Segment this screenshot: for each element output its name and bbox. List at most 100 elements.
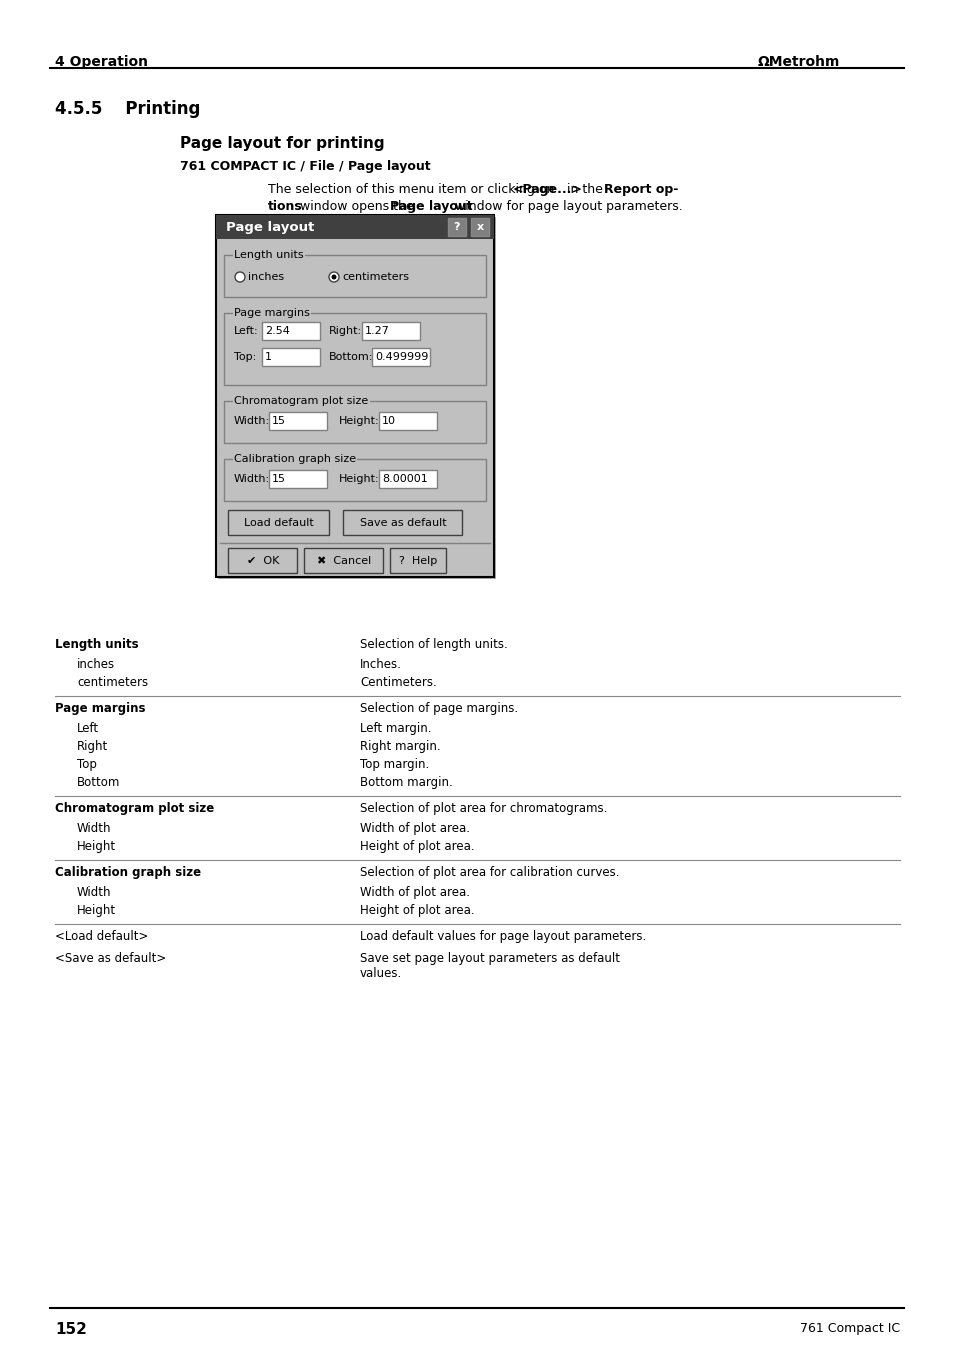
Text: Width: Width	[77, 821, 112, 835]
Text: Right:: Right:	[329, 326, 362, 336]
Text: Width of plot area.: Width of plot area.	[359, 821, 470, 835]
Bar	[215, 215, 494, 577]
Text: 15: 15	[272, 416, 286, 426]
Bar	[471, 218, 489, 236]
Text: 761 Compact IC: 761 Compact IC	[799, 1323, 899, 1335]
Text: Height of plot area.: Height of plot area.	[359, 840, 475, 852]
Text: ?: ?	[454, 222, 459, 232]
Text: <Save as default>: <Save as default>	[55, 952, 166, 965]
FancyBboxPatch shape	[229, 549, 297, 574]
Bar	[224, 255, 485, 297]
Text: Width: Width	[77, 886, 112, 898]
Text: Bottom: Bottom	[77, 775, 120, 789]
Bar	[361, 322, 419, 340]
Bar	[448, 218, 465, 236]
Bar	[224, 459, 485, 501]
Text: <Page...>: <Page...>	[512, 182, 581, 196]
FancyBboxPatch shape	[304, 549, 383, 574]
Text: Selection of plot area for calibration curves.: Selection of plot area for calibration c…	[359, 866, 618, 880]
Text: Save set page layout parameters as default
values.: Save set page layout parameters as defau…	[359, 952, 619, 979]
Text: 761 COMPACT IC / File / Page layout: 761 COMPACT IC / File / Page layout	[180, 159, 430, 173]
Text: Load default: Load default	[244, 517, 314, 528]
Text: centimeters: centimeters	[77, 676, 148, 689]
Bar	[378, 412, 436, 430]
Text: Height: Height	[77, 840, 116, 852]
Text: ✖  Cancel: ✖ Cancel	[316, 557, 371, 566]
Text: Width:: Width:	[233, 474, 270, 484]
Text: Chromatogram plot size: Chromatogram plot size	[233, 396, 368, 407]
Bar	[378, 470, 436, 488]
Text: 4 Operation: 4 Operation	[55, 55, 148, 69]
Text: Left margin.: Left margin.	[359, 721, 431, 735]
Text: Height:: Height:	[338, 416, 379, 426]
Text: 1.27: 1.27	[365, 326, 390, 336]
Bar	[262, 349, 319, 366]
Circle shape	[331, 274, 336, 280]
Text: inches: inches	[77, 658, 115, 671]
FancyBboxPatch shape	[343, 511, 462, 535]
FancyBboxPatch shape	[229, 511, 329, 535]
Text: Page layout: Page layout	[226, 220, 314, 234]
Bar	[269, 470, 327, 488]
Text: Selection of length units.: Selection of length units.	[359, 638, 507, 651]
Bar	[269, 412, 327, 430]
Text: Left: Left	[77, 721, 99, 735]
Text: Calibration graph size: Calibration graph size	[55, 866, 201, 880]
Text: ?  Help: ? Help	[399, 557, 437, 566]
Text: Page margins: Page margins	[55, 703, 146, 715]
Text: centimeters: centimeters	[341, 272, 409, 282]
Text: Save as default: Save as default	[359, 517, 446, 528]
Text: Centimeters.: Centimeters.	[359, 676, 436, 689]
Text: Calibration graph size: Calibration graph size	[233, 454, 355, 463]
Circle shape	[234, 272, 245, 282]
Text: 2.54: 2.54	[265, 326, 290, 336]
Text: window for page layout parameters.: window for page layout parameters.	[451, 200, 682, 213]
Circle shape	[329, 272, 338, 282]
Text: Width:: Width:	[233, 416, 270, 426]
Text: 1: 1	[265, 353, 272, 362]
Text: 8.00001: 8.00001	[381, 474, 427, 484]
Text: 0.499999: 0.499999	[375, 353, 428, 362]
Text: Load default values for page layout parameters.: Load default values for page layout para…	[359, 929, 645, 943]
Text: Height: Height	[77, 904, 116, 917]
Text: ΩMetrohm: ΩMetrohm	[757, 55, 840, 69]
Text: 4.5.5    Printing: 4.5.5 Printing	[55, 100, 200, 118]
Bar	[218, 218, 496, 580]
Text: Height of plot area.: Height of plot area.	[359, 904, 475, 917]
Text: Left:: Left:	[233, 326, 258, 336]
Text: Page layout for printing: Page layout for printing	[180, 136, 384, 151]
Text: Width of plot area.: Width of plot area.	[359, 886, 470, 898]
Text: 15: 15	[272, 474, 286, 484]
Text: Selection of plot area for chromatograms.: Selection of plot area for chromatograms…	[359, 802, 607, 815]
Text: Top: Top	[77, 758, 97, 771]
Text: Bottom:: Bottom:	[329, 353, 373, 362]
Text: Inches.: Inches.	[359, 658, 401, 671]
Text: Right margin.: Right margin.	[359, 740, 440, 753]
Text: ✔  OK: ✔ OK	[247, 557, 279, 566]
Text: Length units: Length units	[55, 638, 138, 651]
Text: Bottom margin.: Bottom margin.	[359, 775, 453, 789]
Text: Chromatogram plot size: Chromatogram plot size	[55, 802, 214, 815]
Text: Selection of page margins.: Selection of page margins.	[359, 703, 517, 715]
Text: Top:: Top:	[233, 353, 256, 362]
Text: window opens the: window opens the	[295, 200, 417, 213]
FancyBboxPatch shape	[390, 549, 446, 574]
Text: Right: Right	[77, 740, 108, 753]
Text: x: x	[476, 222, 483, 232]
Bar	[224, 401, 485, 443]
Text: 10: 10	[381, 416, 395, 426]
Text: Length units: Length units	[233, 250, 303, 259]
Bar	[215, 215, 494, 239]
Bar	[372, 349, 430, 366]
Text: Page margins: Page margins	[233, 308, 310, 317]
Bar	[262, 322, 319, 340]
Text: Top margin.: Top margin.	[359, 758, 429, 771]
Bar	[224, 313, 485, 385]
Text: Report op-: Report op-	[604, 182, 679, 196]
Text: 152: 152	[55, 1323, 87, 1337]
Text: tions: tions	[268, 200, 302, 213]
Text: The selection of this menu item or clicking on: The selection of this menu item or click…	[268, 182, 558, 196]
Text: Height:: Height:	[338, 474, 379, 484]
Text: in the: in the	[562, 182, 606, 196]
Text: Page layout: Page layout	[389, 200, 472, 213]
